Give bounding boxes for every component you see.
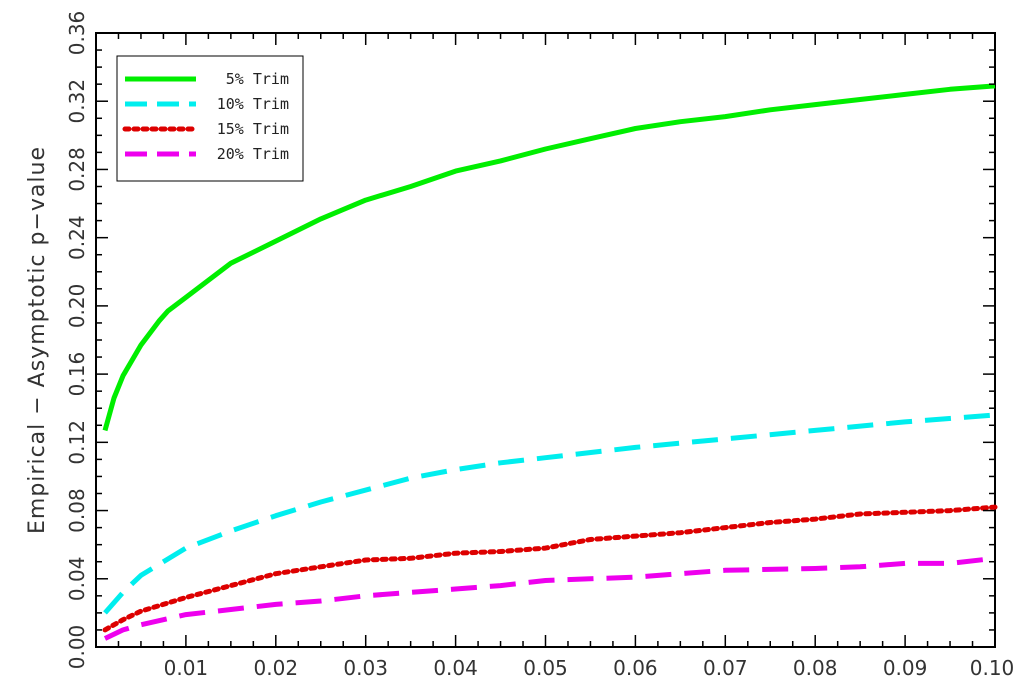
y-tick-labels: 0.00 0.04 0.08 0.12 0.16 0.20 0.24 0.28 0.32 0.36 [65,11,89,670]
x-tick-label: 0.01 [164,656,209,680]
series-layer [102,83,998,641]
legend-label: 20% Trim [217,145,289,163]
x-tick-labels: 0.01 0.02 0.03 0.04 0.05 0.06 0.07 0.08 0.09 0.10 [164,656,1015,680]
y-tick-label: 0.08 [65,488,89,533]
ticks-layer [95,32,996,648]
y-tick-label: 0.28 [65,147,89,192]
legend-label: 15% Trim [217,120,289,138]
x-tick-label: 0.08 [793,656,838,680]
series-line-4 [103,555,996,641]
y-tick-label: 0.04 [65,557,89,602]
x-tick-label: 0.10 [970,656,1015,680]
legend-label: 5% Trim [226,70,289,88]
legend-label: 10% Trim [217,95,289,113]
x-tick-label: 0.09 [883,656,928,680]
series-line-3 [102,504,998,633]
x-tick-label: 0.04 [433,656,478,680]
y-tick-label: 0.20 [65,284,89,329]
y-tick-label: 0.12 [65,420,89,465]
y-axis-title: Empirical − Asymptotic p−value [25,146,50,534]
x-tick-label: 0.06 [613,656,658,680]
series-line-1 [102,83,996,432]
x-tick-label: 0.07 [703,656,748,680]
y-tick-label: 0.24 [65,215,89,260]
y-tick-label: 0.32 [65,79,89,124]
legend: 5% Trim 10% Trim 15% Trim 20% Trim [116,55,304,182]
y-tick-label: 0.16 [65,352,89,397]
x-tick-label: 0.03 [343,656,388,680]
y-tick-label: 0.00 [65,625,89,670]
y-tick-label: 0.36 [65,11,89,56]
x-tick-label: 0.05 [523,656,568,680]
x-tick-label: 0.02 [254,656,299,680]
series-line-2 [103,412,996,615]
